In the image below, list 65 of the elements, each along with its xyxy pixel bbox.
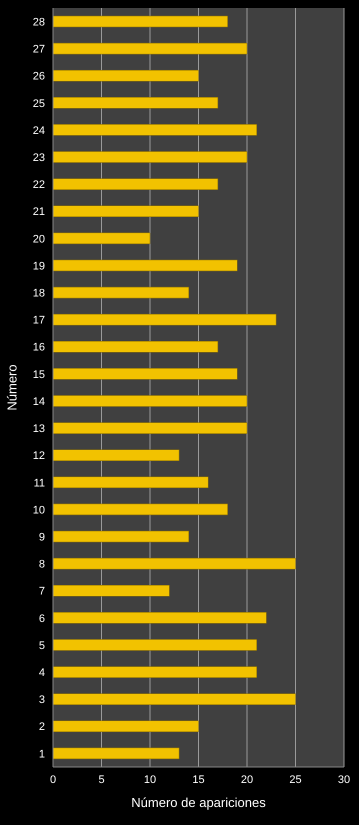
y-tick-label: 2 bbox=[38, 721, 45, 734]
bar bbox=[53, 124, 257, 136]
bar bbox=[53, 558, 296, 570]
bar bbox=[53, 449, 180, 461]
bar bbox=[53, 42, 248, 54]
y-tick-label: 12 bbox=[32, 450, 45, 462]
y-tick-label: 17 bbox=[32, 314, 45, 327]
y-tick-label: 18 bbox=[32, 288, 45, 300]
y-tick-label: 14 bbox=[32, 396, 45, 408]
y-tick-label: 27 bbox=[32, 44, 45, 56]
bar bbox=[53, 232, 150, 244]
bar bbox=[53, 639, 257, 651]
y-tick-label: 6 bbox=[38, 612, 45, 625]
x-axis-title: Número de apariciones bbox=[131, 795, 266, 810]
y-tick-label: 13 bbox=[32, 423, 45, 436]
bar bbox=[53, 206, 199, 217]
bar bbox=[53, 341, 218, 353]
bar bbox=[53, 151, 248, 163]
bar bbox=[53, 16, 228, 28]
bar bbox=[53, 368, 238, 380]
x-tick-label: 25 bbox=[289, 774, 302, 786]
y-tick-label: 9 bbox=[38, 531, 45, 544]
x-tick-label: 15 bbox=[192, 774, 205, 786]
y-tick-label: 24 bbox=[32, 124, 45, 137]
x-tick-label: 20 bbox=[240, 774, 254, 786]
bar bbox=[53, 422, 248, 434]
bar bbox=[53, 286, 190, 298]
bar bbox=[53, 70, 199, 82]
bar bbox=[53, 97, 218, 109]
y-tick-label: 16 bbox=[32, 342, 45, 354]
y-tick-label: 11 bbox=[34, 477, 45, 490]
y-tick-label: 1 bbox=[38, 748, 45, 760]
bar bbox=[53, 314, 276, 326]
bar bbox=[53, 504, 228, 516]
bar bbox=[53, 476, 208, 488]
bar bbox=[53, 720, 199, 732]
y-tick-label: 28 bbox=[32, 16, 45, 28]
bar bbox=[53, 693, 296, 705]
y-tick-label: 19 bbox=[32, 260, 45, 272]
y-tick-label: 20 bbox=[32, 233, 45, 246]
y-tick-label: 10 bbox=[32, 504, 45, 516]
bar bbox=[53, 530, 190, 542]
x-tick-label: 30 bbox=[338, 774, 350, 786]
y-tick-label: 22 bbox=[32, 179, 45, 192]
y-tick-label: 26 bbox=[32, 70, 45, 83]
x-tick-label: 0 bbox=[50, 774, 56, 786]
bar bbox=[53, 748, 180, 760]
bar bbox=[53, 260, 238, 272]
y-tick-label: 8 bbox=[38, 558, 45, 571]
x-tick-label: 5 bbox=[98, 774, 105, 786]
y-axis-title: Número bbox=[4, 364, 20, 411]
bar bbox=[53, 585, 170, 596]
y-tick-label: 7 bbox=[38, 586, 45, 598]
y-tick-label: 15 bbox=[32, 368, 45, 381]
bar bbox=[53, 178, 218, 190]
bar bbox=[53, 666, 257, 678]
y-tick-label: 25 bbox=[32, 98, 45, 110]
y-tick-label: 21 bbox=[32, 206, 45, 218]
y-tick-label: 23 bbox=[32, 152, 45, 164]
y-tick-label: 5 bbox=[38, 640, 45, 652]
y-tick-label: 4 bbox=[38, 667, 45, 680]
bar bbox=[53, 395, 248, 407]
x-tick-label: 10 bbox=[144, 774, 156, 786]
bar bbox=[53, 612, 267, 624]
y-tick-label: 3 bbox=[38, 694, 45, 706]
